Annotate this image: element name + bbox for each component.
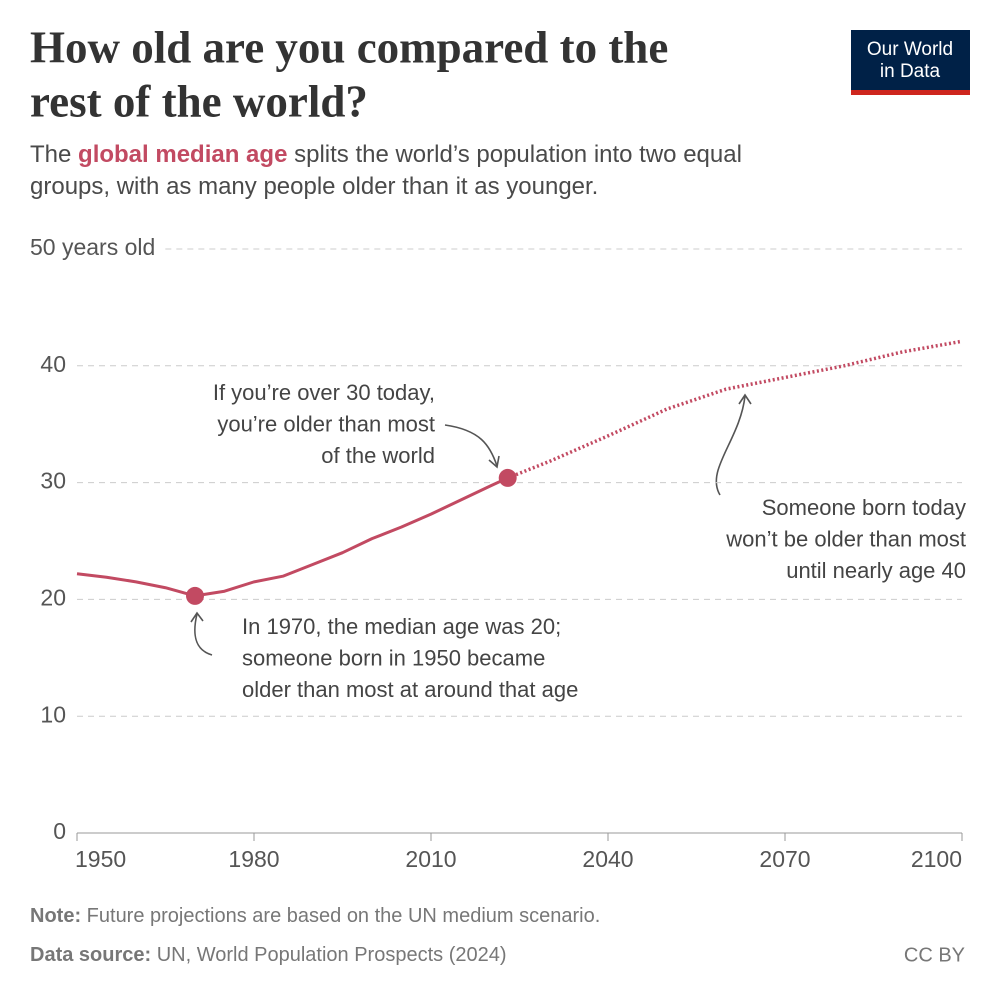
- x-tick-label: 2040: [582, 846, 633, 872]
- source: Data source: UN, World Population Prospe…: [30, 944, 507, 966]
- subtitle-text: The: [30, 141, 79, 168]
- annotation: you’re older than most: [217, 411, 435, 436]
- y-tick-label: 50 years old: [30, 234, 155, 260]
- x-tick-label: 2010: [405, 846, 456, 872]
- note-label: Note:: [30, 905, 81, 927]
- annotation: won’t be older than most: [725, 526, 966, 551]
- line-dotted: [507, 339, 963, 480]
- line-solid: [76, 476, 509, 598]
- y-tick-label: 40: [40, 351, 66, 377]
- highlight-point: [498, 468, 517, 487]
- y-tick-label: 20: [40, 584, 66, 610]
- title-line: rest of the world?: [30, 76, 368, 126]
- logo-box: [851, 30, 970, 93]
- annotation: In 1970, the median age was 20;: [242, 614, 561, 639]
- subtitle: The global median age splits the world’s…: [30, 139, 790, 203]
- logo-text: Our World: [867, 39, 953, 60]
- title-line: How old are you compared to the: [30, 22, 668, 72]
- logo-text: in Data: [880, 61, 941, 82]
- y-tick-label: 0: [53, 818, 66, 844]
- source-label: Data source:: [30, 944, 151, 966]
- logo-bar: [851, 90, 970, 95]
- y-tick-label: 30: [40, 468, 66, 494]
- subtitle-text: splits the world’s population into two e…: [30, 141, 742, 200]
- annotation: of the world: [321, 443, 435, 468]
- x-tick-label: 1980: [228, 846, 279, 872]
- arrow: [715, 393, 752, 496]
- note-text: Future projections are based on the UN m…: [81, 905, 600, 927]
- y-tick-label: 10: [40, 701, 66, 727]
- x-tick-label: 1950: [75, 846, 126, 872]
- arrow: [190, 611, 213, 656]
- arrow: [444, 424, 500, 469]
- highlight-point: [186, 586, 204, 605]
- x-tick-label: 2100: [911, 846, 962, 872]
- source-text: UN, World Population Prospects (2024): [151, 944, 506, 966]
- annotation: someone born in 1950 became: [242, 645, 545, 670]
- annotation: If you’re over 30 today,: [213, 380, 435, 405]
- annotation: older than most at around that age: [242, 677, 578, 702]
- note: Note: Future projections are based on th…: [30, 905, 600, 927]
- license: CC BY: [904, 944, 965, 966]
- subtitle-highlight: global median age: [78, 141, 288, 168]
- annotation: until nearly age 40: [786, 558, 966, 583]
- x-tick-label: 2070: [759, 846, 810, 872]
- annotation: Someone born today: [762, 495, 966, 520]
